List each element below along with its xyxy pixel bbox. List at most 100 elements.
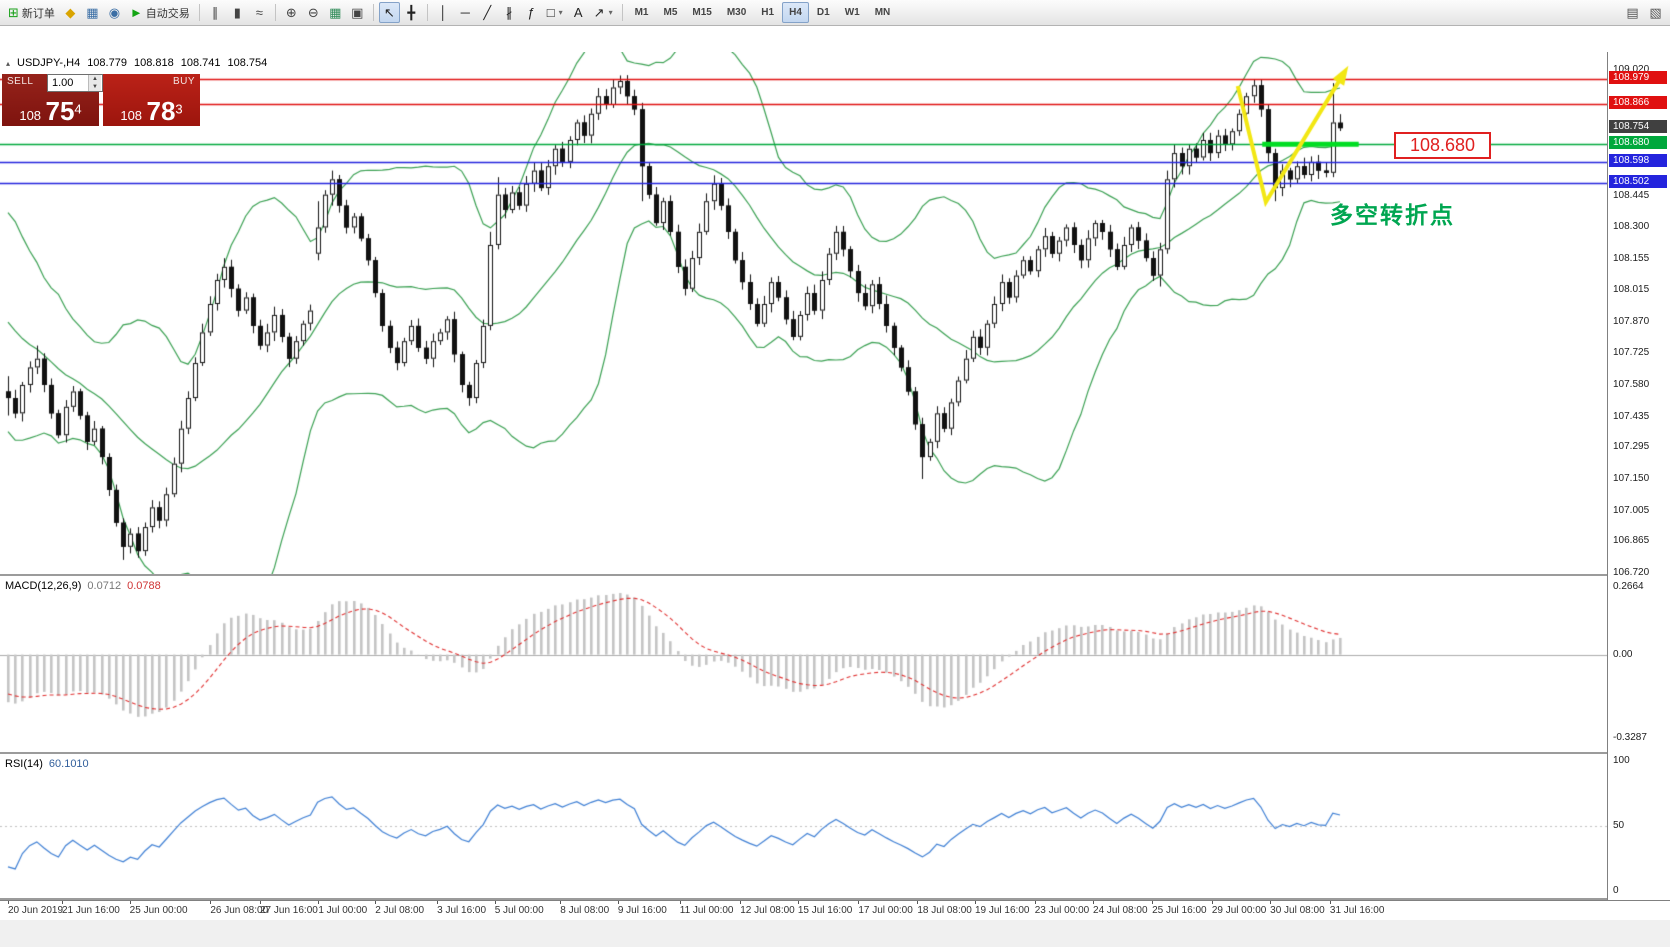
objects-list-button[interactable]: ▧ bbox=[1645, 2, 1666, 23]
tile-windows-button[interactable]: ▣ bbox=[347, 2, 368, 23]
ask-pip: 3 bbox=[175, 101, 183, 117]
pane-splitter-rsi[interactable] bbox=[0, 752, 1670, 754]
tf-m1-button[interactable]: M1 bbox=[628, 2, 656, 23]
rsi-pane-canvas[interactable] bbox=[0, 754, 1607, 898]
arrows-button[interactable]: ↗ ▾ bbox=[590, 2, 617, 23]
tf-m30-button[interactable]: M30 bbox=[720, 2, 753, 23]
time-tick bbox=[858, 901, 860, 904]
price-tick-label: 109.020 bbox=[1613, 64, 1650, 75]
line-chart-button[interactable]: ≈ bbox=[249, 2, 270, 23]
shapes-button[interactable]: □ ▾ bbox=[543, 2, 567, 23]
tf-m1-button-label: M1 bbox=[634, 7, 649, 18]
macd-scale-label: 0.2664 bbox=[1613, 581, 1644, 592]
fibonacci-icon: ƒ bbox=[527, 5, 535, 20]
data-window-button[interactable]: ▦ bbox=[82, 2, 103, 23]
horizontal-line-button[interactable]: ─ bbox=[455, 2, 476, 23]
text-icon: A bbox=[573, 5, 583, 20]
price-tag: 108.502 bbox=[1609, 175, 1667, 189]
fibonacci-button[interactable]: ƒ bbox=[521, 2, 542, 23]
sell-label: SELL bbox=[7, 76, 34, 87]
rsi-scale-label: 100 bbox=[1613, 755, 1630, 766]
text-button[interactable]: A bbox=[568, 2, 589, 23]
dropdown-caret-icon: ▾ bbox=[558, 8, 563, 17]
pane-splitter-timeaxis bbox=[0, 898, 1670, 900]
zoom-in-button[interactable]: ⊕ bbox=[281, 2, 302, 23]
price-tick-label: 108.300 bbox=[1613, 221, 1650, 233]
autotrading-button-label: 自动交易 bbox=[145, 7, 190, 20]
tf-m30-button-label: M30 bbox=[726, 7, 747, 18]
time-tick bbox=[437, 901, 439, 904]
cursor-button[interactable]: ↖ bbox=[378, 2, 400, 23]
trendline-button[interactable]: ╱ bbox=[477, 2, 498, 23]
time-tick-label: 1 Jul 00:00 bbox=[318, 905, 368, 916]
tf-d1-button-label: D1 bbox=[816, 7, 830, 18]
time-tick bbox=[1211, 901, 1213, 904]
time-axis[interactable]: 20 Jun 2019 21 Jun 16:00 25 Jun 00:00 26 Ju… bbox=[0, 900, 1670, 920]
bid-big-digits: 75 bbox=[45, 96, 75, 126]
bar-open-value: 108.779 bbox=[87, 57, 127, 69]
grid-button[interactable]: ▦ bbox=[325, 2, 346, 23]
macd-pane-canvas[interactable] bbox=[0, 576, 1607, 752]
time-tick-label: 30 Jul 08:00 bbox=[1270, 905, 1325, 916]
channel-button[interactable]: ∦ bbox=[499, 2, 520, 23]
time-tick-label: 29 Jul 00:00 bbox=[1211, 905, 1267, 916]
time-tick bbox=[375, 901, 377, 904]
chart-symbol-icon: ▴ bbox=[6, 58, 11, 68]
zoom-out-button[interactable]: ⊖ bbox=[303, 2, 324, 23]
time-tick-label: 25 Jun 00:00 bbox=[129, 905, 188, 916]
navigator-button[interactable]: ◉ bbox=[104, 2, 125, 23]
price-tag: 108.598 bbox=[1609, 154, 1667, 168]
tf-h1-button[interactable]: H1 bbox=[754, 2, 781, 23]
toolbar-separator bbox=[198, 4, 200, 21]
price-tick-label: 107.295 bbox=[1613, 441, 1650, 453]
indicator-list-button[interactable]: ▤ bbox=[1622, 2, 1643, 23]
bar-chart-button[interactable]: ∥ bbox=[205, 2, 226, 23]
vertical-line-button[interactable]: │ bbox=[433, 2, 454, 23]
bid-prefix: 108 bbox=[19, 108, 42, 123]
price-callout-box[interactable]: 108.680 bbox=[1394, 132, 1491, 159]
tf-m15-button[interactable]: M15 bbox=[685, 2, 718, 23]
price-tag: 108.680 bbox=[1609, 136, 1667, 150]
volume-input[interactable] bbox=[48, 75, 88, 91]
macd-scale-label: 0.00 bbox=[1613, 648, 1633, 660]
tf-h4-button[interactable]: H4 bbox=[782, 2, 809, 23]
time-tick-label: 18 Jul 08:00 bbox=[917, 905, 972, 916]
volume-spinner: ▲ ▼ bbox=[88, 75, 101, 91]
rsi-value: 60.1010 bbox=[48, 758, 89, 770]
time-tick-label: 17 Jul 00:00 bbox=[858, 905, 913, 916]
price-tick-label: 108.445 bbox=[1613, 189, 1650, 201]
rsi-title: RSI(14) bbox=[5, 758, 43, 770]
toolbar-separator bbox=[426, 4, 428, 21]
candlestick-chart-button[interactable]: ▮ bbox=[227, 2, 248, 23]
price-tick-label: 108.155 bbox=[1613, 253, 1650, 265]
main-chart-canvas[interactable] bbox=[0, 52, 1607, 574]
volume-decrease-button[interactable]: ▼ bbox=[89, 83, 101, 91]
autotrading-button[interactable]: ► 自动交易 bbox=[126, 2, 194, 23]
crosshair-button[interactable]: ╋ bbox=[401, 2, 422, 23]
shapes-icon: □ bbox=[546, 5, 555, 20]
tf-mn-button[interactable]: MN bbox=[868, 2, 898, 23]
price-tick-label: 107.580 bbox=[1613, 378, 1650, 390]
price-axis[interactable]: 109.020 108.445 108.300 108.155 108.015 107.8… bbox=[1607, 52, 1670, 900]
time-tick-label: 2 Jul 08:00 bbox=[375, 905, 425, 916]
time-tick-label: 19 Jul 16:00 bbox=[974, 905, 1030, 916]
time-tick-label: 12 Jul 08:00 bbox=[740, 905, 795, 916]
time-tick-label: 9 Jul 16:00 bbox=[617, 905, 667, 916]
rsi-scale-label: 0 bbox=[1613, 885, 1619, 896]
line-chart-icon: ≈ bbox=[255, 5, 263, 20]
buy-button[interactable]: BUY 108 783 bbox=[103, 74, 200, 126]
toolbar-separator bbox=[274, 4, 276, 21]
symbol-period-label: USDJPY-,H4 bbox=[17, 57, 81, 69]
price-tick-label: 106.865 bbox=[1613, 535, 1650, 547]
volume-increase-button[interactable]: ▲ bbox=[89, 75, 101, 83]
market-watch-button[interactable]: ◆ bbox=[60, 2, 81, 23]
new-order-button[interactable]: ⊞ 新订单 bbox=[4, 2, 59, 23]
pane-splitter-macd[interactable] bbox=[0, 574, 1670, 576]
tf-w1-button[interactable]: W1 bbox=[838, 2, 867, 23]
tf-m5-button[interactable]: M5 bbox=[656, 2, 684, 23]
crosshair-icon: ╋ bbox=[407, 5, 416, 20]
tf-d1-button[interactable]: D1 bbox=[810, 2, 837, 23]
time-tick-label: 31 Jul 16:00 bbox=[1329, 905, 1385, 916]
time-tick bbox=[560, 901, 562, 904]
bar-chart-icon: ∥ bbox=[212, 5, 219, 20]
